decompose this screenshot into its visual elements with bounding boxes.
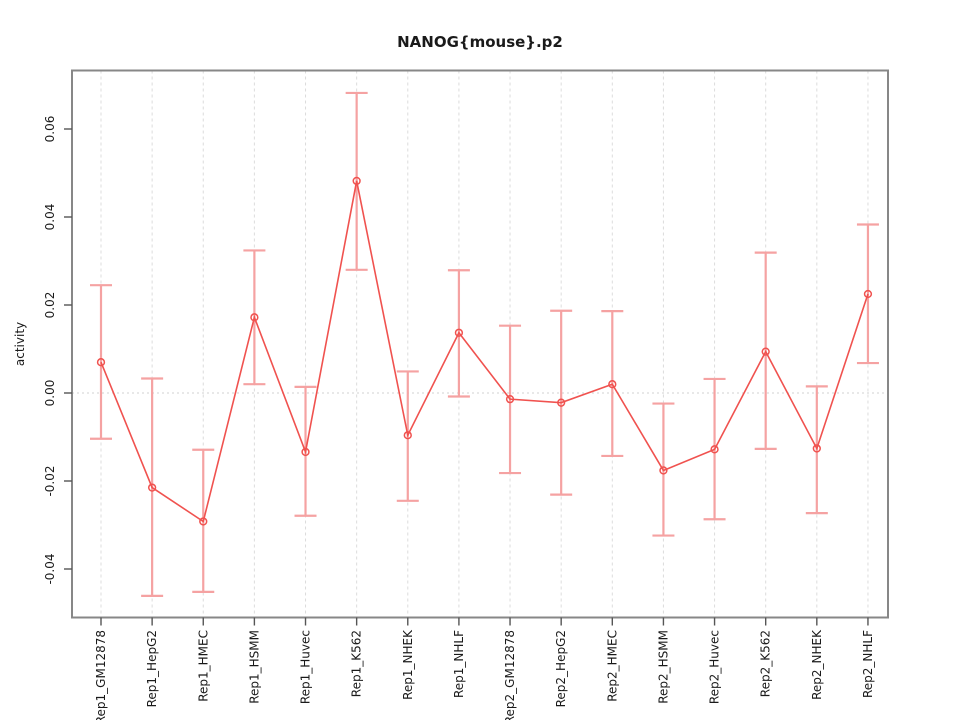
x-tick-label: Rep2_HMEC	[605, 630, 619, 702]
error-bars-layer	[90, 91, 879, 597]
data-point	[557, 398, 566, 407]
x-tick-label: Rep1_K562	[350, 630, 364, 697]
y-tick-label: -0.04	[43, 553, 57, 584]
data-point	[863, 289, 873, 299]
x-tick-label: Rep2_HepG2	[554, 630, 568, 707]
y-axis-title: activity	[13, 322, 27, 366]
x-tick-label: Rep1_HepG2	[145, 630, 159, 707]
data-point	[301, 447, 310, 457]
x-tick-label: Rep1_NHLF	[452, 630, 466, 698]
x-tick-label: Rep1_NHEK	[401, 629, 415, 700]
data-point	[454, 328, 464, 337]
y-tick-label: 0.04	[43, 204, 57, 231]
x-tick-label: Rep2_GM12878	[503, 630, 517, 720]
y-tick-label: -0.02	[43, 465, 57, 496]
x-tick-label: Rep1_HMEC	[196, 630, 210, 702]
data-point	[199, 517, 208, 526]
x-tick-label: Rep2_K562	[759, 630, 773, 697]
y-tick-label: 0.02	[43, 292, 57, 319]
data-point	[659, 466, 668, 475]
data-point	[96, 358, 106, 367]
y-tick-label: 0.00	[43, 380, 57, 407]
series-layer	[100, 180, 869, 523]
x-tick-label: Rep1_Huvec	[299, 630, 313, 704]
error-bar	[90, 284, 112, 440]
plot-border	[71, 69, 889, 619]
data-point	[250, 313, 259, 322]
data-point	[812, 444, 821, 453]
x-tick-label: Rep1_GM12878	[94, 630, 108, 720]
x-tick-label: Rep2_NHEK	[810, 629, 824, 700]
error-bar	[856, 223, 879, 365]
data-point	[403, 431, 412, 440]
x-tick-label: Rep1_HSMM	[247, 630, 261, 704]
plot-frame-layer	[71, 69, 889, 619]
points-layer	[96, 176, 873, 526]
data-point	[608, 380, 617, 389]
y-tick-label: 0.06	[43, 116, 57, 143]
data-point	[505, 395, 515, 404]
gridlines-layer	[72, 70, 888, 618]
x-tick-label: Rep2_NHLF	[861, 630, 875, 698]
x-tick-label: Rep2_HSMM	[656, 630, 670, 704]
chart-title: NANOG{mouse}.p2	[397, 33, 563, 51]
axes-layer: 0.06 0.04 0.02 0.00 -0.02 -0.04 Rep1_GM12878 Re…	[43, 116, 875, 720]
data-point	[761, 347, 770, 356]
data-point	[147, 483, 157, 492]
data-point	[352, 176, 361, 186]
series-line	[100, 180, 869, 523]
data-point	[710, 445, 719, 454]
x-tick-label: Rep2_Huvec	[708, 630, 722, 704]
